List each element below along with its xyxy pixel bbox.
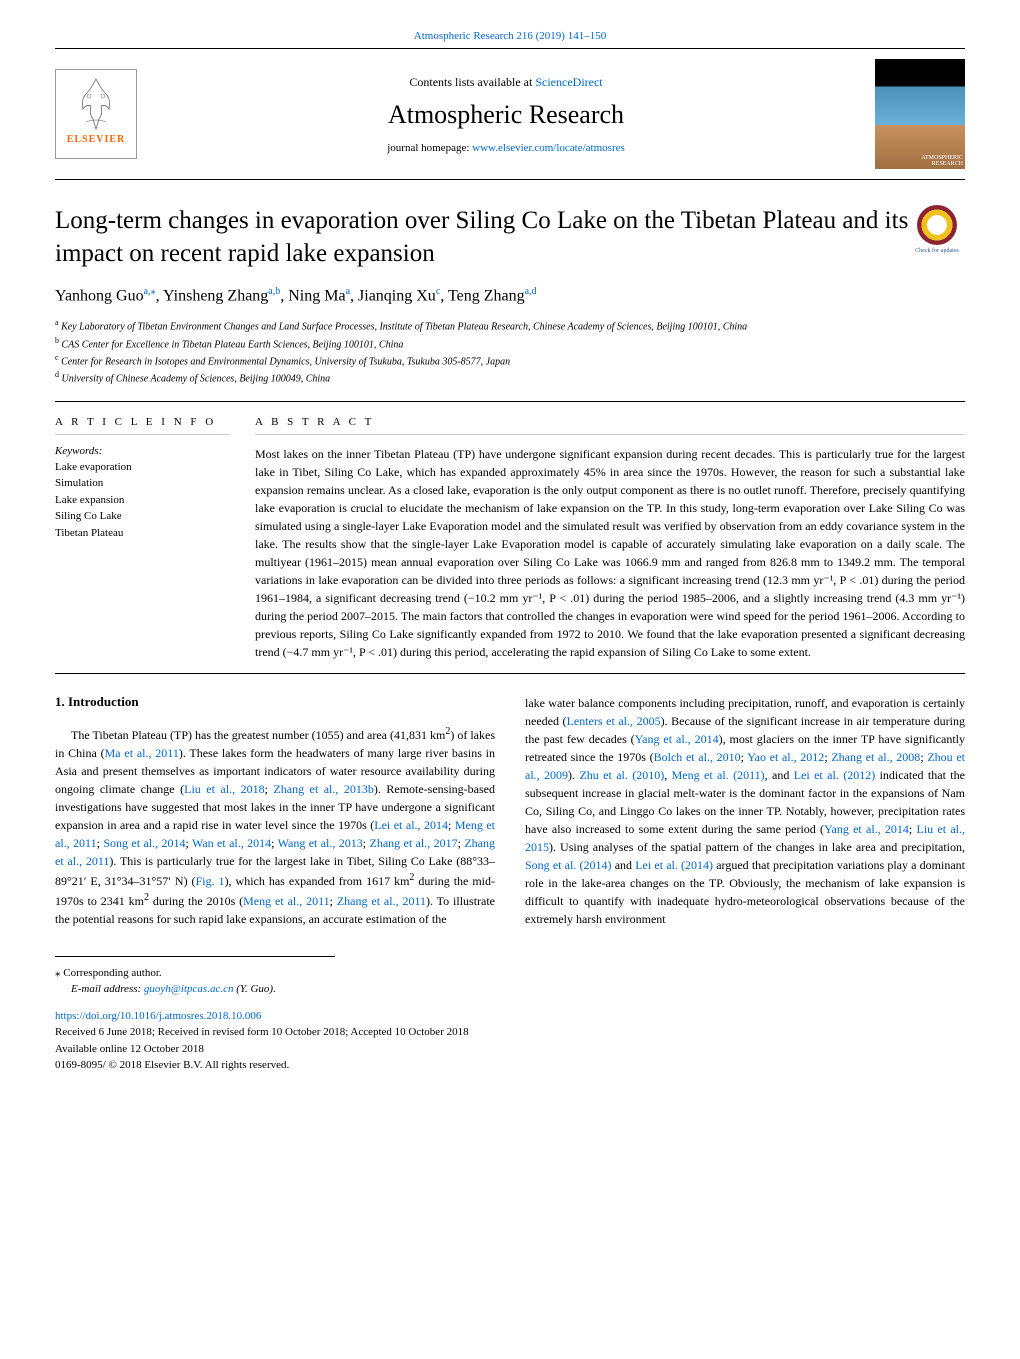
affiliation-d: d University of Chinese Academy of Scien… [55, 369, 965, 386]
keyword: Simulation [55, 475, 230, 492]
keyword: Siling Co Lake [55, 508, 230, 525]
affiliation-b: b CAS Center for Excellence in Tibetan P… [55, 335, 965, 352]
copyright-line: 0169-8095/ © 2018 Elsevier B.V. All righ… [55, 1057, 965, 1074]
author-email-link[interactable]: guoyh@itpcas.ac.cn [144, 983, 234, 995]
affiliation-a: a Key Laboratory of Tibetan Environment … [55, 317, 965, 334]
doi-link[interactable]: https://doi.org/10.1016/j.atmosres.2018.… [55, 1010, 261, 1022]
email-suffix: (Y. Guo). [233, 983, 275, 995]
publisher-name: ELSEVIER [67, 134, 126, 145]
citation-link[interactable]: Atmospheric Research 216 (2019) 141–150 [414, 30, 606, 42]
article-title: Long-term changes in evaporation over Si… [55, 205, 965, 270]
cover-text-2: RESEARCH [921, 161, 963, 167]
authors-list: Yanhong Guoa,⁎, Yinsheng Zhanga,b, Ning … [55, 286, 965, 305]
citation-header: Atmospheric Research 216 (2019) 141–150 [55, 30, 965, 42]
check-updates-text: Check for updates [909, 248, 965, 254]
contents-prefix: Contents lists available at [409, 75, 535, 89]
sciencedirect-link[interactable]: ScienceDirect [535, 75, 602, 89]
online-date: Available online 12 October 2018 [55, 1041, 965, 1058]
contents-line: Contents lists available at ScienceDirec… [137, 75, 875, 90]
check-updates-badge[interactable]: Check for updates [909, 205, 965, 254]
email-line: E-mail address: guoyh@itpcas.ac.cn (Y. G… [55, 981, 335, 998]
keyword: Lake evaporation [55, 459, 230, 476]
keyword: Tibetan Plateau [55, 525, 230, 542]
body-paragraph-right: lake water balance components including … [525, 694, 965, 928]
abstract-text: Most lakes on the inner Tibetan Plateau … [255, 445, 965, 661]
publisher-logo[interactable]: ELSEVIER [55, 69, 137, 159]
section-heading-intro: 1. Introduction [55, 694, 495, 710]
elsevier-tree-icon [71, 74, 121, 132]
abstract-label: A B S T R A C T [255, 416, 965, 435]
homepage-line: journal homepage: www.elsevier.com/locat… [137, 142, 875, 154]
homepage-link[interactable]: www.elsevier.com/locate/atmosres [472, 142, 625, 154]
keywords-list: Lake evaporation Simulation Lake expansi… [55, 459, 230, 542]
body-paragraph-left: The Tibetan Plateau (TP) has the greates… [55, 724, 495, 928]
keyword: Lake expansion [55, 492, 230, 509]
email-prefix: E-mail address: [71, 983, 144, 995]
corresponding-author-note: ⁎ Corresponding author. [55, 965, 335, 982]
crossmark-icon [917, 205, 957, 245]
journal-cover-thumbnail[interactable]: ATMOSPHERIC RESEARCH [875, 59, 965, 169]
journal-title: Atmospheric Research [137, 100, 875, 130]
affiliation-c: c Center for Research in Isotopes and En… [55, 352, 965, 369]
homepage-prefix: journal homepage: [387, 142, 472, 154]
keywords-label: Keywords: [55, 445, 230, 457]
affiliations: a Key Laboratory of Tibetan Environment … [55, 317, 965, 386]
article-info-label: A R T I C L E I N F O [55, 416, 230, 435]
journal-header: ELSEVIER Contents lists available at Sci… [55, 48, 965, 180]
received-dates: Received 6 June 2018; Received in revise… [55, 1024, 965, 1041]
